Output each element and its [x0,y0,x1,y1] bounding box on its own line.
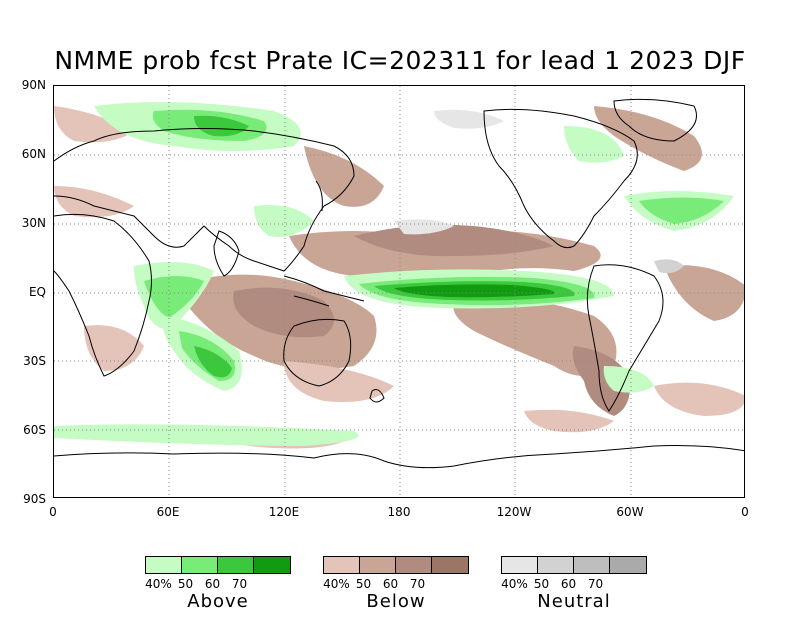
legend-below-swatch-70 [432,557,468,573]
legend-neutral-levels: 40% 50 60 70 [501,577,609,591]
legend-level: 60 [560,577,577,591]
lon-label-0-east: 0 [741,505,749,519]
legend-below: 40% 50 60 70 Below [323,556,469,612]
legend-level: 40% [323,577,350,591]
gridlines [54,86,744,497]
lat-label-60n: 60N [21,147,46,161]
legend-below-colorbar [323,556,469,574]
lat-label-30n: 30N [21,216,46,230]
legend-level: 40% [145,577,172,591]
legend-above-label: Above [187,591,249,612]
lat-label-30s: 30S [23,354,46,368]
legend-level: 70 [409,577,426,591]
legend-neutral-swatch-40 [502,557,538,573]
lon-label-60e: 60E [156,505,180,519]
above-normal-regions [54,102,734,446]
lon-label-60w: 60W [616,505,644,519]
legend-neutral-colorbar [501,556,647,574]
forecast-map [53,85,745,498]
legend-level: 40% [501,577,528,591]
legend-below-swatch-40 [324,557,360,573]
legend-above-swatch-70 [254,557,290,573]
legend-below-swatch-50 [360,557,396,573]
legend-level: 50 [533,577,550,591]
legend-above-swatch-50 [182,557,218,573]
lon-label-120e: 120E [268,505,300,519]
legend-above-swatch-60 [218,557,254,573]
legend-above-colorbar [145,556,291,574]
lon-label-120w: 120W [496,505,532,519]
lat-label-eq: EQ [28,285,46,299]
legend-below-label: Below [366,591,426,612]
legend-below-swatch-60 [396,557,432,573]
legend-below-levels: 40% 50 60 70 [323,577,431,591]
legend-neutral-swatch-50 [538,557,574,573]
legend-level: 60 [382,577,399,591]
legend-level: 60 [204,577,221,591]
legend-neutral-label: Neutral [537,591,611,612]
lon-label-0: 0 [49,505,57,519]
lat-label-90s: 90S [23,492,46,506]
legend-neutral-swatch-70 [610,557,646,573]
map-canvas [54,86,744,497]
legend-above-levels: 40% 50 60 70 [145,577,253,591]
legend-level: 70 [231,577,248,591]
coastlines [54,98,744,469]
legend-neutral: 40% 50 60 70 Neutral [501,556,647,612]
legend-level: 70 [587,577,604,591]
neutral-regions [394,109,684,274]
lat-label-60s: 60S [23,423,46,437]
map-title: NMME prob fcst Prate IC=202311 for lead … [54,46,746,75]
legend-level: 50 [177,577,194,591]
legend-above-swatch-40 [146,557,182,573]
legend-neutral-swatch-60 [574,557,610,573]
legend-level: 50 [355,577,372,591]
lon-label-180: 180 [387,505,411,519]
legend-above: 40% 50 60 70 Above [145,556,291,612]
lat-label-90n: 90N [21,78,46,92]
